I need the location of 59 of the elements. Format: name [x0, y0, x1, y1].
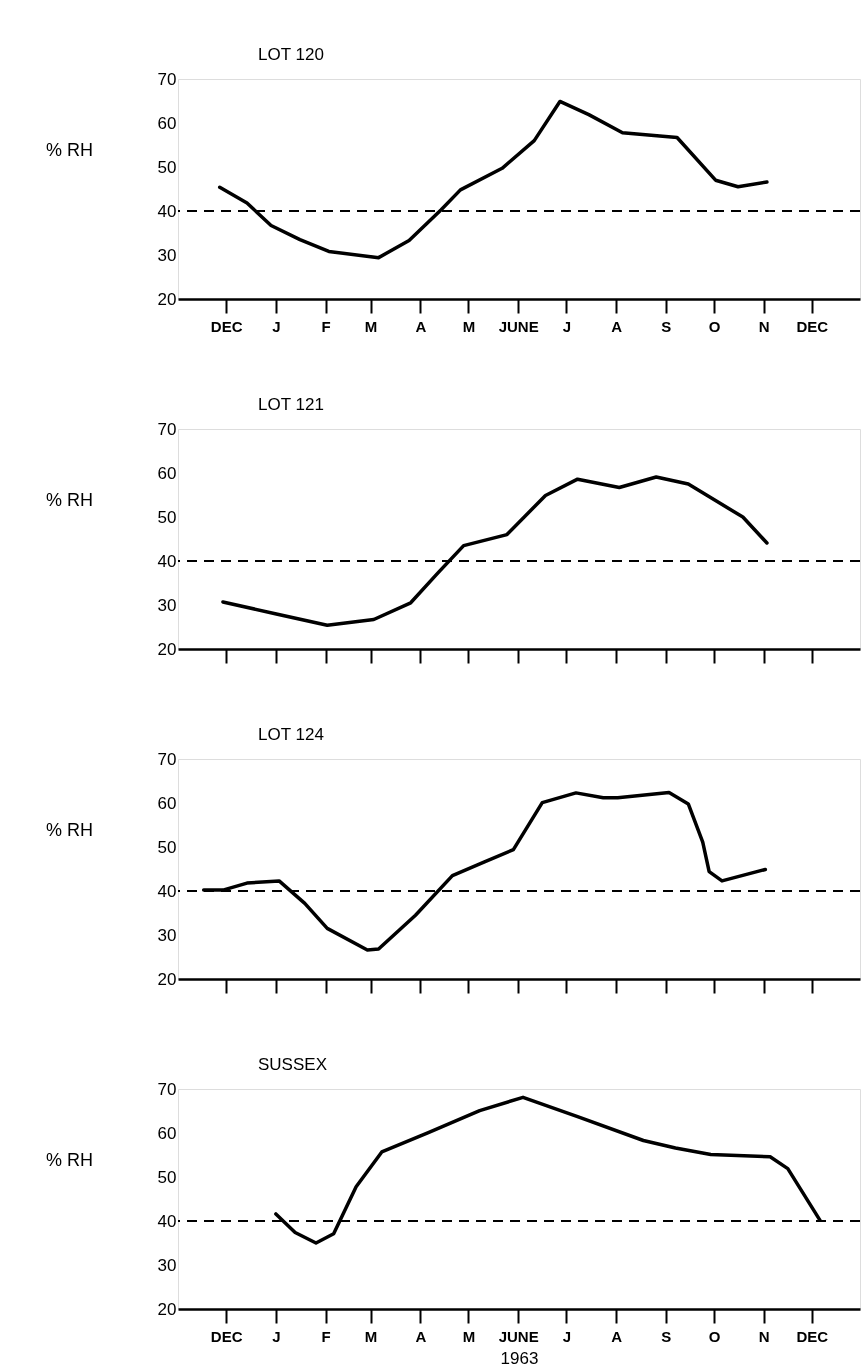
- y-tick-label: 60: [157, 793, 177, 813]
- y-tick-label: 30: [157, 1255, 177, 1275]
- x-tick-label: DEC: [796, 317, 829, 335]
- x-tick-label: A: [611, 317, 623, 335]
- y-tick-label: 60: [157, 463, 177, 483]
- chart-title: LOT 124: [258, 725, 324, 744]
- y-tick-label: 50: [157, 837, 177, 857]
- x-tick-label: O: [708, 317, 721, 335]
- y-tick-label: 30: [157, 925, 177, 945]
- y-axis-title: % RH: [45, 490, 93, 510]
- x-tick-label: DEC: [796, 1327, 829, 1345]
- y-tick-label: 20: [157, 1299, 177, 1319]
- y-tick-label: 70: [157, 419, 177, 439]
- y-axis-title: % RH: [45, 140, 93, 160]
- x-tick-label: J: [562, 317, 572, 335]
- y-tick-label: 60: [157, 1123, 177, 1143]
- x-tick-label: JUNE: [498, 317, 539, 335]
- chart-title: LOT 120: [258, 45, 324, 64]
- y-tick-label: 20: [157, 289, 177, 309]
- y-tick-label: 50: [157, 507, 177, 527]
- y-tick-label: 40: [157, 201, 177, 221]
- x-tick-label: A: [611, 1327, 623, 1345]
- y-axis-title: % RH: [45, 820, 93, 840]
- x-tick-label: JUNE: [498, 1327, 539, 1345]
- y-tick-label: 70: [157, 69, 177, 89]
- x-axis-title: 1963: [500, 1348, 539, 1368]
- y-tick-label: 40: [157, 551, 177, 571]
- y-tick-label: 70: [157, 1079, 177, 1099]
- chart-title: SUSSEX: [258, 1055, 327, 1074]
- x-tick-label: M: [462, 317, 476, 335]
- y-tick-label: 70: [157, 749, 177, 769]
- x-tick-label: O: [708, 1327, 721, 1345]
- y-tick-label: 60: [157, 113, 177, 133]
- x-tick-label: N: [758, 317, 770, 335]
- x-tick-label: S: [661, 1327, 672, 1345]
- y-tick-label: 50: [157, 157, 177, 177]
- y-tick-label: 20: [157, 639, 177, 659]
- y-tick-label: 50: [157, 1167, 177, 1187]
- x-tick-label: M: [364, 1327, 378, 1345]
- x-tick-label: N: [758, 1327, 770, 1345]
- x-tick-label: S: [661, 317, 672, 335]
- y-tick-label: 40: [157, 1211, 177, 1231]
- x-tick-label: F: [321, 1327, 331, 1345]
- x-tick-label: J: [272, 1327, 281, 1345]
- x-tick-label: M: [462, 1327, 476, 1345]
- x-tick-label: J: [272, 317, 281, 335]
- y-tick-label: 40: [157, 881, 177, 901]
- chart-title: LOT 121: [258, 395, 324, 414]
- x-tick-label: F: [321, 317, 331, 335]
- y-axis-title: % RH: [45, 1150, 93, 1170]
- x-tick-label: DEC: [210, 317, 243, 335]
- x-tick-label: J: [562, 1327, 572, 1345]
- x-tick-label: A: [415, 1327, 427, 1345]
- x-tick-label: M: [364, 317, 378, 335]
- x-tick-label: A: [415, 317, 427, 335]
- y-tick-label: 20: [157, 969, 177, 989]
- y-tick-label: 30: [157, 595, 177, 615]
- y-tick-label: 30: [157, 245, 177, 265]
- x-tick-label: DEC: [210, 1327, 243, 1345]
